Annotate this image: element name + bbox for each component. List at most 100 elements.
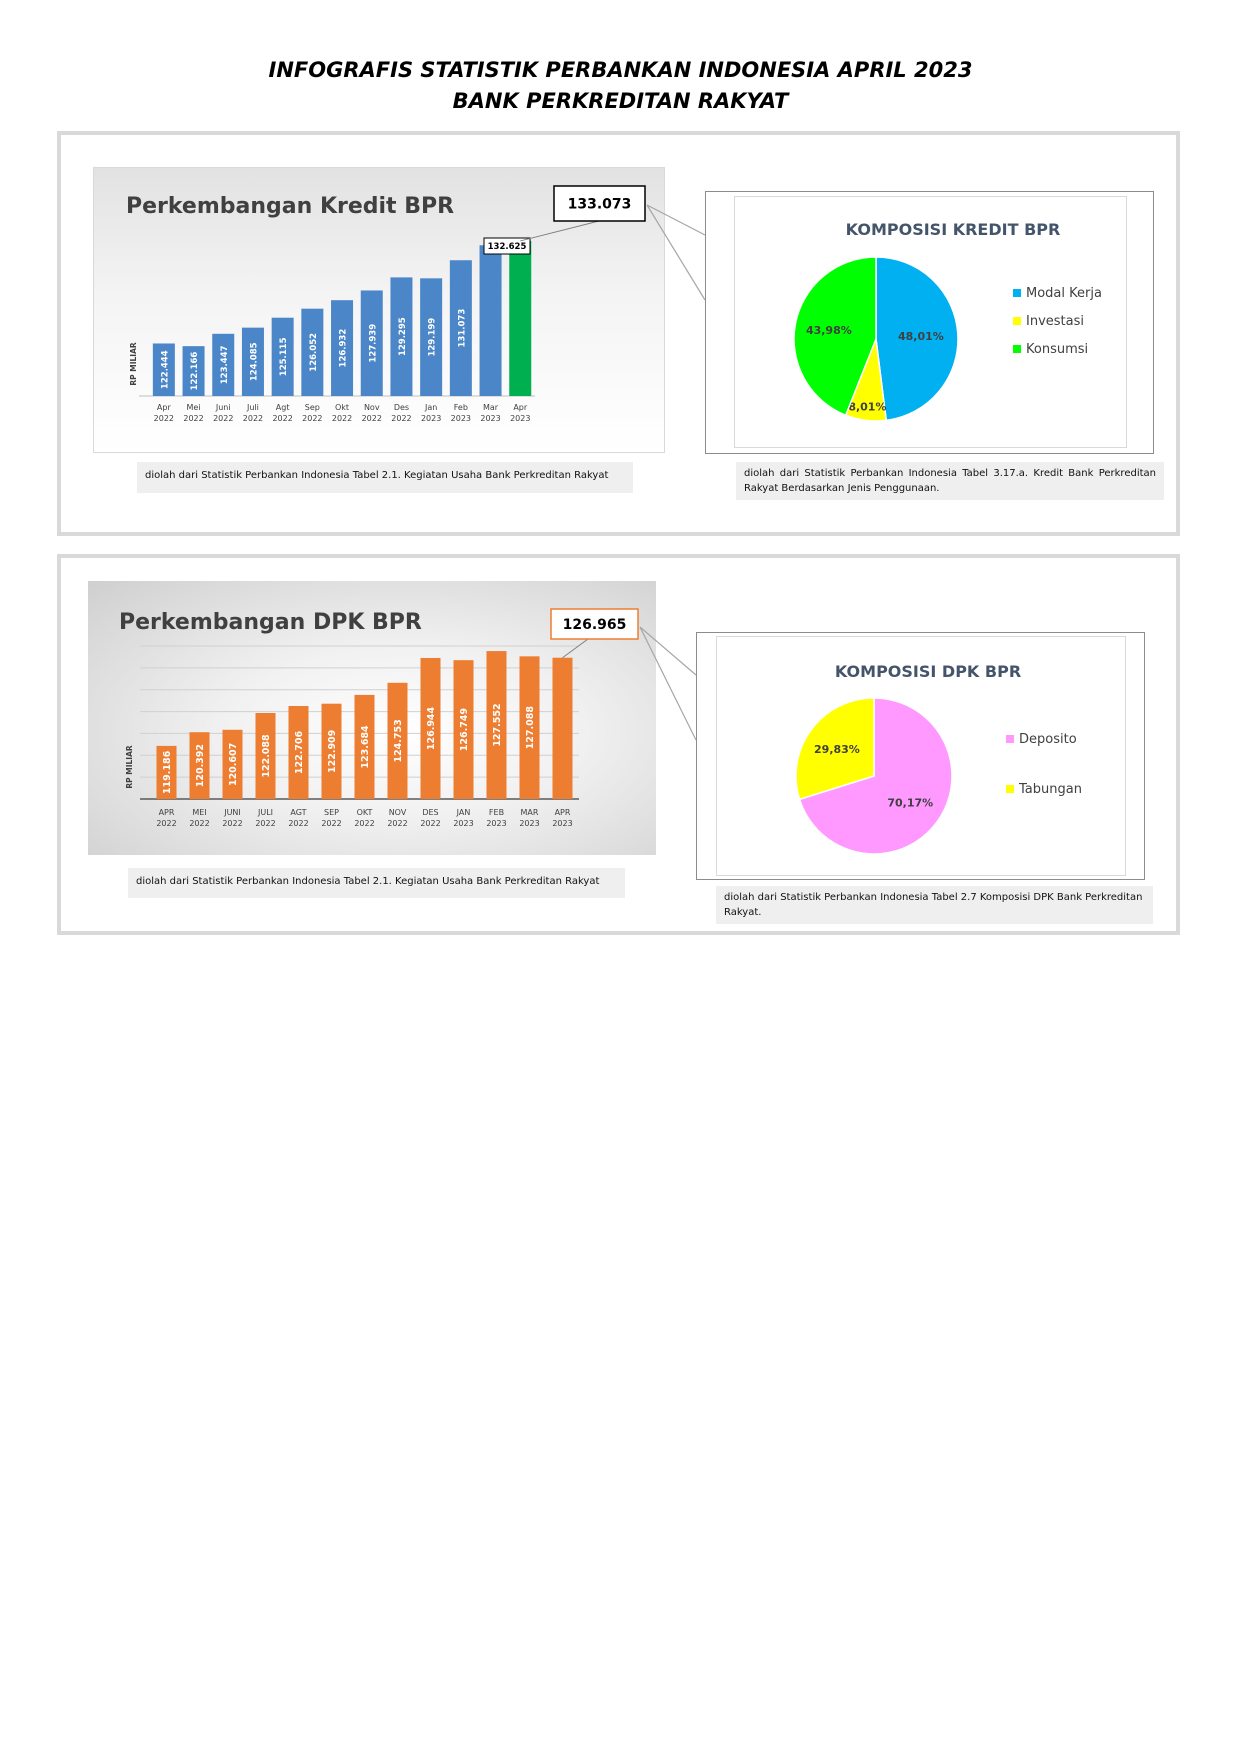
bar-value-label: 129.199 — [428, 318, 438, 357]
kredit-bar-svg: Perkembangan Kredit BPR RP MILIAR 122.444 A… — [126, 185, 646, 423]
category-label: FEB — [489, 808, 504, 817]
bar-value-label: 126.052 — [309, 333, 319, 372]
chart-title: Perkembangan DPK BPR — [119, 610, 422, 635]
category-year-label: 2022 — [362, 414, 382, 423]
category-label: APR — [159, 808, 175, 817]
category-year-label: 2023 — [451, 414, 471, 423]
legend-label: Deposito — [1019, 732, 1077, 747]
bar — [241, 327, 264, 396]
pie-slice-label: 43,98% — [806, 324, 852, 337]
kredit-source: diolah dari Statistik Perbankan Indonesi… — [137, 462, 633, 493]
category-year-label: 2022 — [243, 414, 263, 423]
category-label: DES — [422, 808, 438, 817]
bar — [552, 657, 573, 799]
pie-slice — [795, 697, 875, 801]
pie-slice-label: 48,01% — [898, 330, 944, 343]
dpk-bar-svg: Perkembangan DPK BPR RP MILIAR 119.186 APR 2… — [119, 608, 639, 828]
pie-slice-label: 8,01% — [848, 400, 886, 413]
category-year-label: 2022 — [387, 819, 407, 828]
category-year-label: 2023 — [453, 819, 473, 828]
y-axis-label: RP MILIAR — [129, 342, 138, 386]
callout-box — [550, 608, 639, 640]
category-label: AGT — [290, 808, 306, 817]
category-label: Apr — [513, 403, 528, 412]
bar-value-label: 119.186 — [162, 750, 173, 794]
bar-value-label: 124.085 — [249, 342, 259, 381]
bar-value-label: 127.939 — [368, 324, 378, 363]
dpk-pie-source: diolah dari Statistik Perbankan Indonesi… — [716, 886, 1153, 924]
category-year-label: 2023 — [486, 819, 506, 828]
category-label: Mei — [187, 403, 201, 412]
callout-label: 126.965 — [563, 617, 627, 633]
category-year-label: 2022 — [222, 819, 242, 828]
bar — [189, 732, 210, 799]
kredit-pie-source: diolah dari Statistik Perbankan Indonesi… — [736, 462, 1164, 500]
bar-value-label: 126.932 — [339, 329, 349, 368]
callout-label: 132.625 — [488, 242, 527, 252]
category-label: OKT — [357, 808, 373, 817]
bar — [255, 713, 276, 799]
legend-label: Modal Kerja — [1026, 286, 1102, 301]
pie-title: KOMPOSISI KREDIT BPR — [846, 220, 1061, 239]
pie-title: KOMPOSISI DPK BPR — [835, 662, 1021, 681]
y-axis-label: RP MILIAR — [125, 745, 134, 789]
category-year-label: 2022 — [420, 819, 440, 828]
bar-value-label: 127.552 — [492, 703, 503, 746]
bar-value-label: 122.909 — [327, 730, 338, 773]
category-label: Apr — [157, 403, 172, 412]
category-year-label: 2022 — [391, 414, 411, 423]
category-year-label: 2022 — [354, 819, 374, 828]
category-label: JULI — [257, 808, 273, 817]
category-label: JAN — [456, 808, 471, 817]
kredit-pie-inner: KOMPOSISI KREDIT BPR 48,01% Modal Kerja 8,0… — [734, 196, 1127, 448]
bar — [271, 317, 294, 396]
category-year-label: 2022 — [302, 414, 322, 423]
bar — [354, 694, 375, 799]
bar-value-label: 123.447 — [220, 345, 230, 384]
bar — [486, 651, 507, 799]
bar — [390, 277, 413, 396]
category-year-label: 2023 — [519, 819, 539, 828]
bar — [420, 657, 441, 799]
category-label: Juni — [215, 403, 231, 412]
bar-value-label: 122.088 — [261, 734, 272, 778]
pie-slice — [793, 256, 877, 417]
category-label: Sep — [305, 403, 320, 412]
category-year-label: 2023 — [421, 414, 441, 423]
pie-slice-label: 70,17% — [887, 797, 933, 810]
legend-label: Tabungan — [1018, 782, 1082, 797]
bar — [182, 346, 205, 396]
bar-value-label: 127.088 — [525, 706, 536, 750]
legend-swatch — [1013, 345, 1021, 353]
category-label: SEP — [324, 808, 339, 817]
category-label: Juli — [246, 403, 259, 412]
pie-slice-label: 29,83% — [814, 743, 860, 756]
category-year-label: 2022 — [189, 819, 209, 828]
category-year-label: 2022 — [288, 819, 308, 828]
category-label: Mar — [483, 403, 499, 412]
legend-swatch — [1006, 735, 1014, 743]
category-year-label: 2022 — [321, 819, 341, 828]
dpk-pie-svg: KOMPOSISI DPK BPR 70,17% Deposito 29,83% Tab… — [795, 662, 1082, 855]
dpk-bar-chart: Perkembangan DPK BPR RP MILIAR 119.186 APR 2… — [88, 581, 656, 855]
callout-leader — [562, 638, 589, 659]
bar-value-label: 125.115 — [279, 337, 289, 376]
category-label: MAR — [521, 808, 539, 817]
dpk-pie-inner: KOMPOSISI DPK BPR 70,17% Deposito 29,83% Tab… — [716, 636, 1126, 876]
bar-value-label: 126.749 — [459, 708, 470, 751]
bar — [222, 729, 243, 799]
category-year-label: 2023 — [552, 819, 572, 828]
category-label: Des — [394, 403, 409, 412]
callout-box — [553, 185, 646, 222]
category-year-label: 2022 — [154, 414, 174, 423]
pie-slice — [798, 697, 953, 855]
pie-slice — [875, 256, 959, 422]
callout-box — [483, 237, 531, 255]
category-year-label: 2022 — [255, 819, 275, 828]
bar — [387, 682, 408, 799]
bar-value-label: 122.444 — [160, 350, 170, 389]
bar — [479, 245, 502, 396]
bar — [288, 705, 309, 799]
bar-value-label: 122.706 — [294, 730, 305, 774]
legend-label: Investasi — [1026, 314, 1084, 329]
